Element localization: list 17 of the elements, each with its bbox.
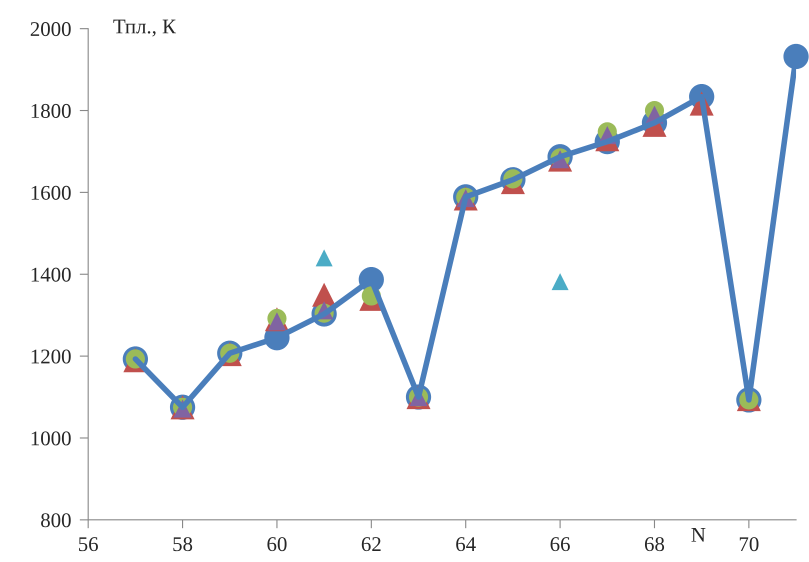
x-tick-label: 58 xyxy=(173,537,192,552)
x-axis-title: N xyxy=(691,528,706,542)
y-tick-label: 1800 xyxy=(32,104,71,118)
y-tick-label: 1200 xyxy=(32,349,71,364)
x-tick-label: 70 xyxy=(740,537,758,552)
x-tick-label: 68 xyxy=(644,537,664,552)
y-tick-label: 800 xyxy=(41,513,71,528)
x-tick-label: 60 xyxy=(267,537,287,552)
x-tick-label: 56 xyxy=(78,537,98,552)
x-tick-label: 66 xyxy=(550,537,570,552)
y-tick-label: 1000 xyxy=(32,431,71,446)
y-tick-label: 1600 xyxy=(32,186,71,200)
y-axis-title: Тпл., К xyxy=(113,20,176,36)
y-tick-label: 1400 xyxy=(32,268,71,282)
x-tick-label: 62 xyxy=(362,537,381,552)
y-tick-label: 2000 xyxy=(30,22,71,36)
x-tick-label: 64 xyxy=(456,537,476,552)
